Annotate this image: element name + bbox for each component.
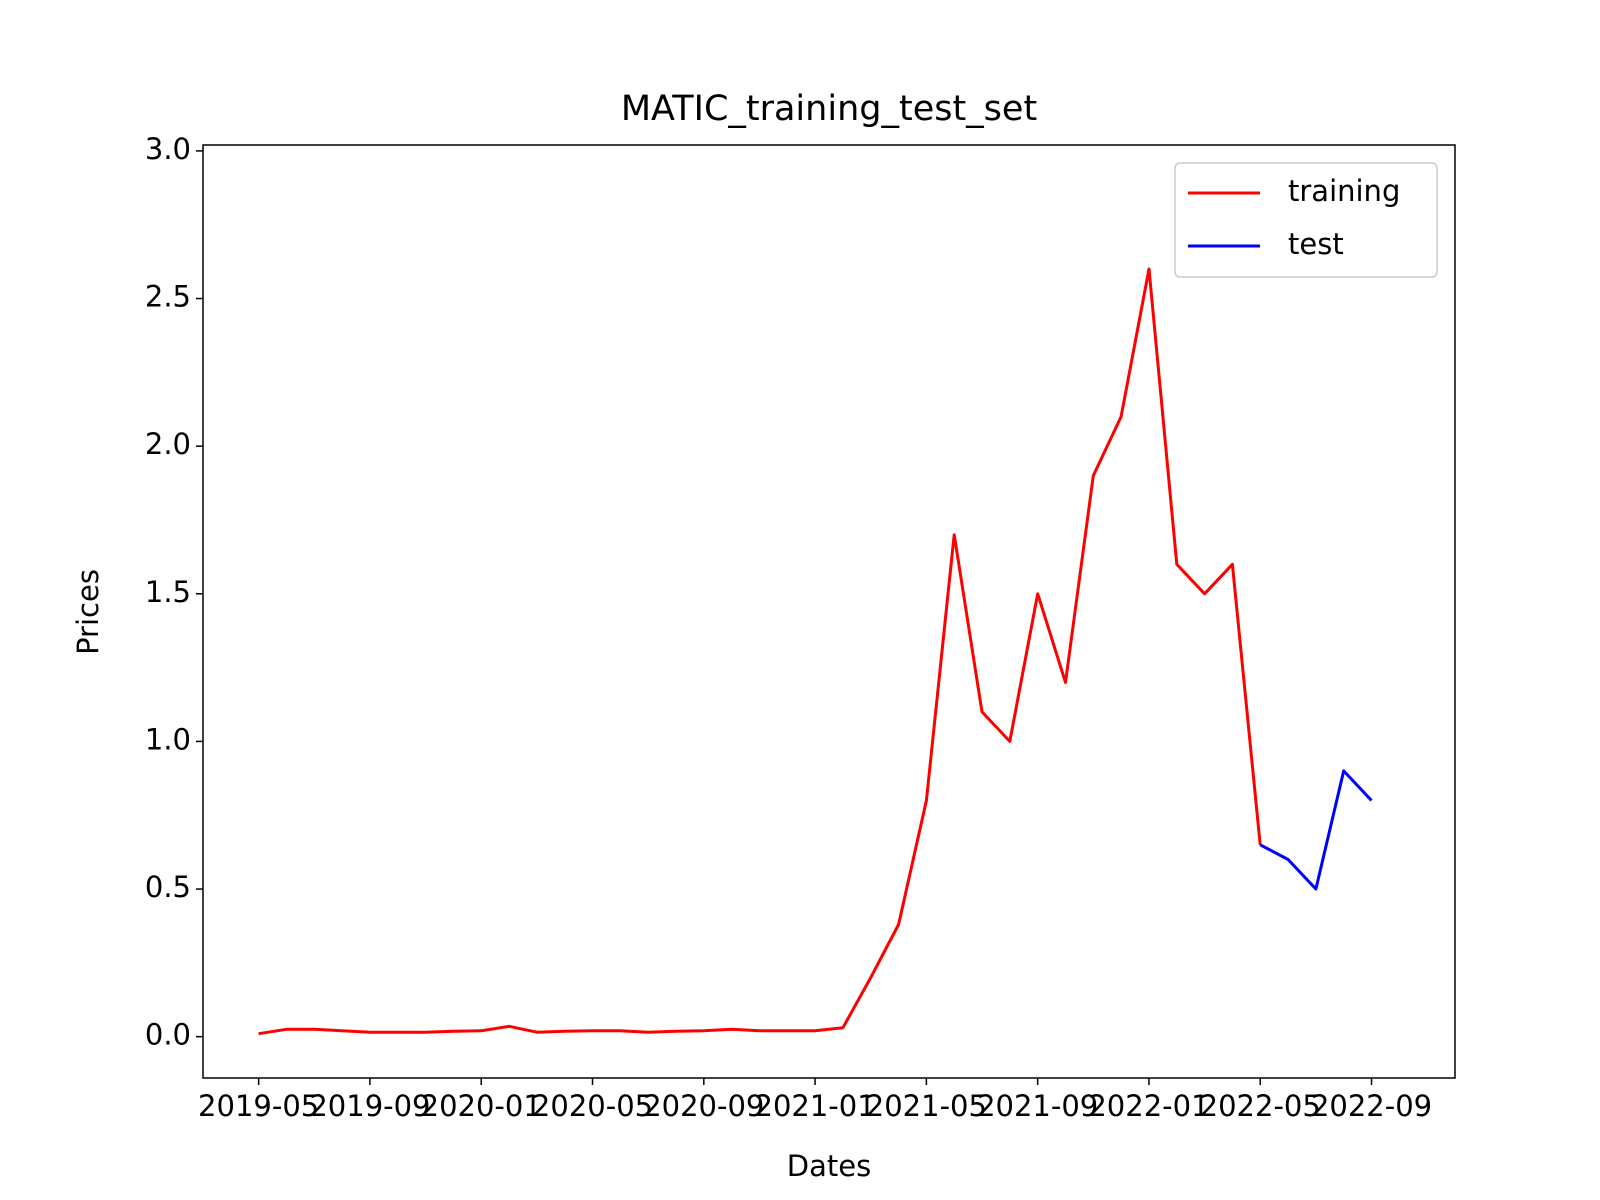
x-axis-label: Dates <box>787 1149 871 1183</box>
y-tick-label: 1.5 <box>145 575 191 609</box>
x-tick-label: 2019-09 <box>309 1089 430 1123</box>
x-tick-label: 2020-01 <box>421 1089 542 1123</box>
x-tick-label: 2021-09 <box>977 1089 1098 1123</box>
x-tick-label: 2020-05 <box>532 1089 653 1123</box>
x-tick-label: 2022-09 <box>1311 1089 1432 1123</box>
y-tick-label: 1.0 <box>145 722 191 756</box>
legend-label: training <box>1288 174 1400 208</box>
x-tick-label: 2020-09 <box>643 1089 764 1123</box>
x-tick-label: 2022-05 <box>1200 1089 1321 1123</box>
y-axis-label: Prices <box>71 569 105 655</box>
y-tick-label: 0.0 <box>145 1018 191 1052</box>
series-line <box>258 267 1262 1036</box>
series-line <box>1259 769 1373 891</box>
x-tick-label: 2021-01 <box>755 1089 876 1123</box>
y-tick-label: 2.5 <box>145 280 191 314</box>
axes-frame <box>202 144 1456 1079</box>
y-tick-label: 3.0 <box>145 132 191 166</box>
y-tick-label: 2.0 <box>145 427 191 461</box>
y-tick-label: 0.5 <box>145 870 191 904</box>
chart-title: MATIC_training_test_set <box>621 89 1037 129</box>
x-tick-label: 2019-05 <box>198 1089 319 1123</box>
legend-label: test <box>1288 227 1344 261</box>
x-tick-label: 2021-05 <box>866 1089 987 1123</box>
x-tick-label: 2022-01 <box>1088 1089 1209 1123</box>
